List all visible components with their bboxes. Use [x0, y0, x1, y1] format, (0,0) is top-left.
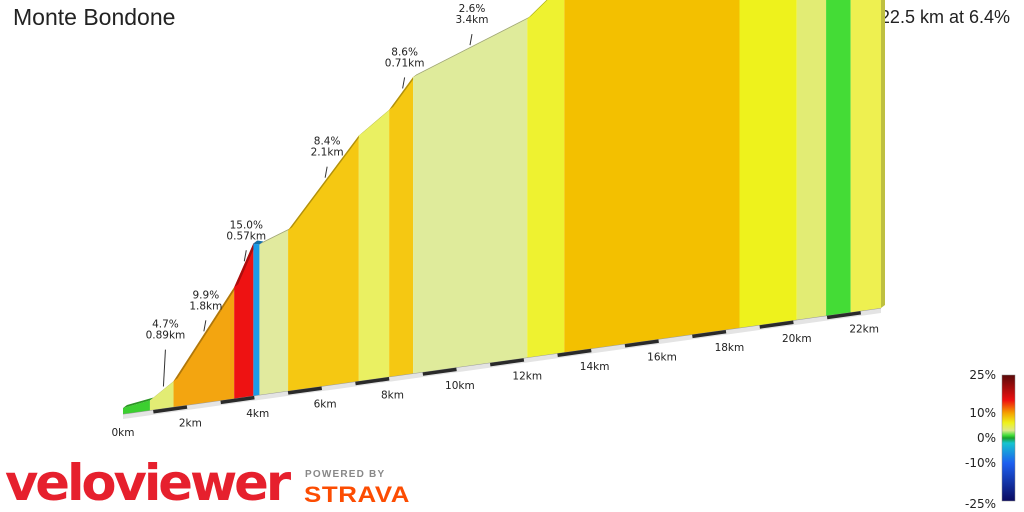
profile-end-cap [881, 0, 885, 308]
segment-annotations: 4.7%0.89km 9.9%1.8km 15.0%0.57km 8.4%2.1km 8… [146, 3, 489, 387]
gradient-segment [850, 0, 881, 313]
annotation-gradient: 2.6% [459, 3, 486, 15]
distance-axis-marker [422, 367, 457, 376]
annotation-length: 0.71km [385, 57, 425, 69]
gradient-segment [826, 0, 851, 316]
x-tick-label: 16km [647, 352, 677, 364]
colorbar-scale [1001, 374, 1016, 502]
annotation-gradient: 8.4% [314, 136, 341, 148]
annotation-length: 1.8km [189, 300, 222, 312]
gradient-segment [288, 135, 359, 391]
segment-top-edge [149, 378, 178, 401]
distance-axis-marker [355, 377, 390, 386]
gradient-segment [123, 400, 150, 414]
distance-axis-marker [624, 339, 659, 348]
distance-axis-marker [153, 405, 188, 414]
x-tick-label: 4km [246, 408, 269, 420]
brand-footer: veloviewer POWERED BY STRAVA [5, 454, 410, 510]
segment-top-edge [527, 0, 548, 19]
x-tick-label: 6km [314, 399, 337, 411]
powered-by-label: POWERED BY [305, 469, 385, 480]
segment-top-edge [288, 132, 363, 231]
annotation-gradient: 9.9% [193, 289, 220, 301]
segment-top-edge [123, 397, 154, 408]
distance-axis-marker [287, 386, 323, 395]
strava-logo[interactable]: STRAVA [304, 482, 410, 507]
colorbar-label-minus-10: -10% [965, 456, 996, 470]
annotation-length: 3.4km [455, 14, 488, 26]
veloviewer-logo[interactable]: veloviewer [5, 454, 294, 510]
gradient-segment [564, 0, 740, 353]
gradient-segment [527, 0, 565, 358]
distance-axis-marker [826, 311, 862, 320]
gradient-segment [173, 287, 235, 407]
segment-top-edge [173, 284, 239, 382]
distance-axis-marker [759, 320, 794, 329]
gradient-segment [389, 77, 414, 377]
annotation-gradient: 15.0% [230, 219, 263, 231]
x-tick-label: 22km [849, 323, 879, 335]
x-tick-label: 20km [782, 333, 812, 345]
annotation-length: 0.57km [226, 230, 266, 242]
segment-top-edge [358, 106, 394, 136]
gradient-segment [413, 18, 528, 374]
x-tick-label: 14km [580, 361, 610, 373]
distance-axis-marker [557, 348, 592, 357]
annotation-leader [243, 250, 247, 262]
annotation-leader [203, 320, 207, 332]
chart-title: Monte Bondone [13, 4, 176, 30]
annotation-length: 0.89km [146, 330, 186, 342]
segment-top-edge [389, 74, 418, 110]
distance-axis-marker [220, 395, 255, 405]
distance-axis-marker [692, 329, 727, 339]
gradient-segments [123, 0, 885, 414]
segment-top-edge [413, 15, 532, 78]
colorbar-label-min: -25% [965, 497, 996, 511]
distance-axis-marker [489, 358, 525, 367]
distance-tick-labels: 0km 2km 4km 6km 8km 10km 12km 14km 16km 18km 20km 2… [112, 323, 879, 439]
gradient-segment [259, 230, 289, 395]
colorbar-label-max: 25% [969, 368, 996, 382]
x-tick-label: 0km [112, 427, 135, 439]
annotation-length: 2.1km [311, 147, 344, 159]
gradient-segment [796, 0, 827, 320]
gradient-segment [149, 381, 174, 411]
gradient-segment [358, 109, 390, 382]
gradient-segment [739, 0, 797, 328]
x-tick-label: 18km [715, 342, 745, 354]
x-tick-label: 2km [179, 418, 202, 430]
annotation-leader [162, 349, 166, 387]
x-tick-label: 10km [445, 380, 475, 392]
segment-top-edge [253, 240, 264, 245]
annotation-gradient: 8.6% [391, 46, 418, 58]
x-tick-label: 8km [381, 389, 404, 401]
annotation-gradient: 4.7% [152, 319, 179, 331]
annotation-leader [402, 77, 406, 89]
x-tick-label: 12km [512, 370, 542, 382]
annotation-leader [469, 34, 473, 46]
gradient-segment [253, 243, 260, 396]
segment-top-edge [234, 240, 258, 288]
segment-top-edge [259, 227, 293, 245]
colorbar-label-zero: 0% [977, 431, 996, 445]
annotation-leader [324, 166, 328, 178]
climb-summary: 22.5 km at 6.4% [879, 7, 1010, 27]
colorbar-label-10: 10% [969, 406, 996, 420]
